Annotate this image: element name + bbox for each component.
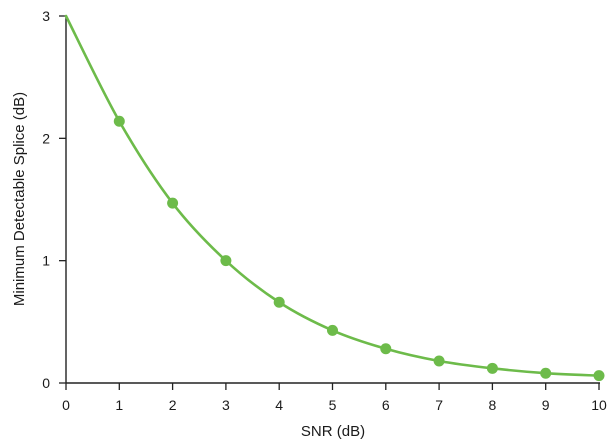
y-tick-label: 3 xyxy=(42,8,50,24)
data-points xyxy=(113,115,605,382)
x-tick-label: 3 xyxy=(222,397,230,413)
x-ticks: 0 1 2 3 4 5 6 7 8 9 10 xyxy=(62,383,607,413)
y-ticks: 0 1 2 3 xyxy=(42,8,66,391)
data-point xyxy=(380,343,392,355)
x-axis-title: SNR (dB) xyxy=(301,423,365,440)
x-tick-label: 9 xyxy=(542,397,550,413)
data-point xyxy=(327,324,338,336)
x-tick-label: 5 xyxy=(329,397,337,413)
data-point xyxy=(593,370,605,382)
data-point xyxy=(220,255,232,267)
data-point xyxy=(273,296,285,308)
data-point xyxy=(433,355,445,367)
y-tick-label: 2 xyxy=(42,130,50,146)
x-tick-label: 6 xyxy=(382,397,390,413)
data-point xyxy=(486,362,498,374)
y-tick-label: 0 xyxy=(42,375,50,391)
data-point xyxy=(167,197,179,209)
data-point xyxy=(113,115,125,127)
x-tick-label: 8 xyxy=(489,397,497,413)
x-tick-label: 7 xyxy=(435,397,443,413)
x-tick-label: 4 xyxy=(275,397,283,413)
x-tick-label: 1 xyxy=(115,397,123,413)
x-tick-label: 2 xyxy=(169,397,177,413)
y-tick-label: 1 xyxy=(42,253,50,269)
data-point xyxy=(540,367,552,379)
x-tick-label: 0 xyxy=(62,397,70,413)
y-axis-title: Minimum Detectable Splice (dB) xyxy=(11,92,28,306)
x-tick-label: 10 xyxy=(591,397,607,413)
series-curve xyxy=(64,14,601,377)
